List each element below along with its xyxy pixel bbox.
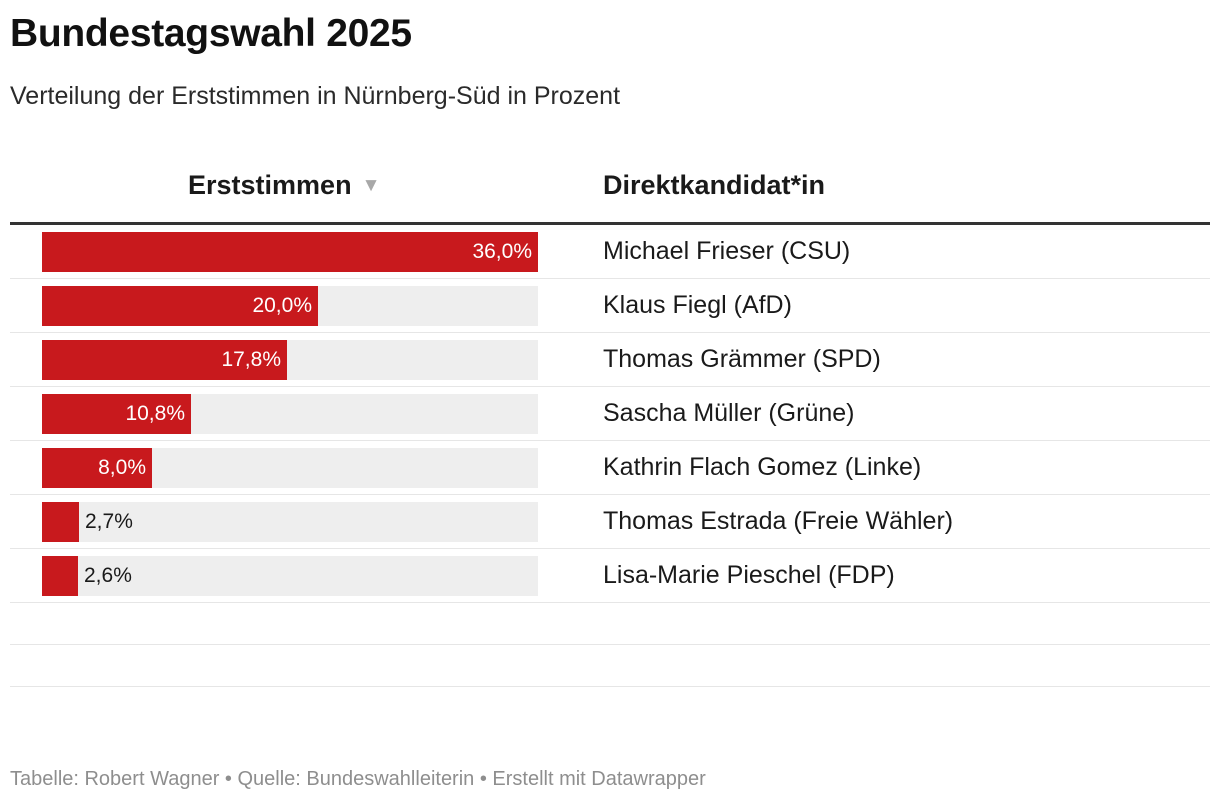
value-label: 2,6% xyxy=(84,564,132,587)
empty-row xyxy=(10,645,1210,687)
table-row: 20,0% Klaus Fiegl (AfD) xyxy=(10,279,1210,333)
table-row: 8,0% Kathrin Flach Gomez (Linke) xyxy=(10,441,1210,495)
table-row: 17,8% Thomas Grämmer (SPD) xyxy=(10,333,1210,387)
chart-footer: Tabelle: Robert Wagner • Quelle: Bundesw… xyxy=(10,768,706,790)
candidate-name: Michael Frieser (CSU) xyxy=(603,237,851,265)
candidate-name: Thomas Estrada (Freie Wähler) xyxy=(603,507,954,535)
value-label: 20,0% xyxy=(252,294,312,317)
table-row: 2,6% Lisa-Marie Pieschel (FDP) xyxy=(10,549,1210,603)
bar-track: 8,0% xyxy=(42,448,538,488)
bar-2 xyxy=(42,286,318,326)
bar-7 xyxy=(42,556,78,596)
column-header-erststimmen-label: Erststimmen xyxy=(188,170,352,200)
bar-track: 2,6% xyxy=(42,556,538,596)
bar-track: 2,7% xyxy=(42,502,538,542)
candidate-name: Thomas Grämmer (SPD) xyxy=(603,345,881,373)
table-row: 36,0% Michael Frieser (CSU) xyxy=(10,225,1210,279)
sort-descending-icon: ▼ xyxy=(361,175,381,196)
bar-track: 17,8% xyxy=(42,340,538,380)
table-body: 36,0% Michael Frieser (CSU) 20,0% Klaus Fie… xyxy=(10,225,1210,687)
empty-row xyxy=(10,603,1210,645)
column-header-direktkandidat[interactable]: Direktkandidat*in xyxy=(603,170,826,200)
chart-subtitle: Verteilung der Erststimmen in Nürnberg-S… xyxy=(10,82,621,110)
value-label: 8,0% xyxy=(98,456,146,479)
column-header-erststimmen[interactable]: Erststimmen ▼ xyxy=(188,170,380,201)
candidate-name: Klaus Fiegl (AfD) xyxy=(603,291,792,319)
bar-6 xyxy=(42,502,79,542)
value-label: 17,8% xyxy=(221,348,281,371)
value-label: 36,0% xyxy=(472,240,532,263)
bar-1 xyxy=(42,232,538,272)
chart-title: Bundestagswahl 2025 xyxy=(10,12,412,55)
candidate-name: Sascha Müller (Grüne) xyxy=(603,399,855,427)
value-label: 2,7% xyxy=(85,510,133,533)
bar-4 xyxy=(42,394,191,434)
bar-track: 20,0% xyxy=(42,286,538,326)
table-row: 2,7% Thomas Estrada (Freie Wähler) xyxy=(10,495,1210,549)
table-row: 10,8% Sascha Müller (Grüne) xyxy=(10,387,1210,441)
bar-3 xyxy=(42,340,287,380)
bar-track: 36,0% xyxy=(42,232,538,272)
bar-5 xyxy=(42,448,152,488)
bar-track: 10,8% xyxy=(42,394,538,434)
value-label: 10,8% xyxy=(125,402,185,425)
candidate-name: Lisa-Marie Pieschel (FDP) xyxy=(603,561,895,589)
candidate-name: Kathrin Flach Gomez (Linke) xyxy=(603,453,922,481)
header-rule xyxy=(10,222,1210,225)
